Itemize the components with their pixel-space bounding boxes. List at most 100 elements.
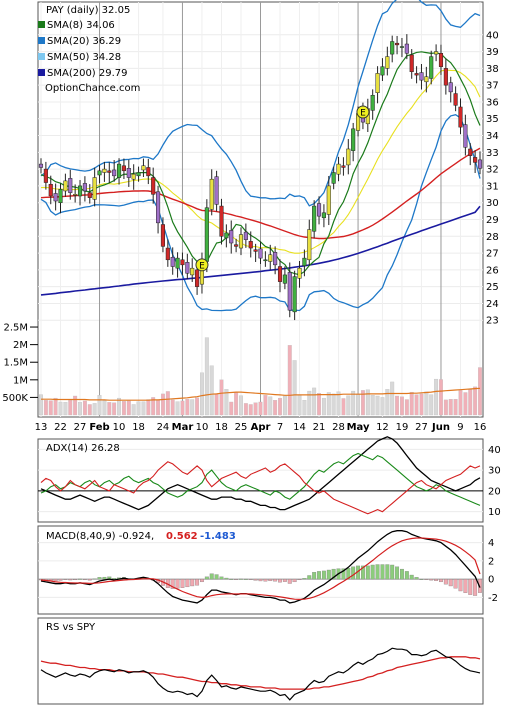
volume-bar [390, 381, 395, 416]
date-tick-label: 21 [313, 422, 326, 433]
volume-bar [370, 395, 375, 416]
price-axis: 40 39 38 37 36 35 34 33 32 31 30 29 28 27 26 25 24 23 [486, 30, 499, 326]
volume-bar [360, 390, 365, 416]
macd-histogram-bar [453, 578, 458, 589]
macd-histogram-bar [248, 578, 253, 580]
candle-body [229, 230, 234, 244]
macd-label-main: MACD(8,40,9) -0.924, [46, 531, 154, 542]
candle-body [473, 157, 478, 163]
macd-histogram-bar [370, 564, 375, 580]
candle-body [399, 46, 405, 48]
candle-body [121, 165, 126, 172]
candle-body [116, 163, 122, 178]
candle-body [38, 163, 44, 168]
macd-histogram-bar [278, 578, 282, 583]
candle-body [224, 232, 229, 239]
adx-label: ADX(14) 26.28 [46, 443, 120, 454]
macd-histogram-bar [200, 578, 204, 583]
date-tick-label: 22 [54, 422, 67, 433]
volume-bar [39, 394, 43, 416]
volume-bar [117, 397, 121, 416]
candle-body [302, 257, 307, 266]
macd-histogram-bar [414, 577, 419, 580]
candle-body [346, 148, 351, 166]
macd-histogram-bar [317, 571, 321, 580]
macd-histogram-bar [380, 564, 385, 580]
candle-body [82, 183, 87, 192]
candle-body [424, 76, 429, 83]
candle-body [73, 194, 78, 196]
volume-bar [195, 397, 200, 416]
macd-histogram-bar [439, 578, 443, 583]
candle-body [287, 272, 292, 311]
date-tick-label: 27 [74, 422, 87, 433]
macd-histogram-bar [58, 578, 63, 581]
date-tick-label: 19 [396, 422, 409, 433]
earnings-marker [195, 258, 209, 272]
volume-bar [463, 392, 468, 416]
volume-bar [126, 400, 131, 416]
candle-body [258, 248, 263, 259]
volume-bars [39, 337, 482, 416]
volume-bar [97, 395, 102, 416]
volume-bar [429, 394, 434, 416]
macd-histogram-bar [219, 576, 224, 580]
volume-tick-label: 1.5M [3, 358, 28, 369]
bollinger-lower-band [40, 114, 481, 312]
volume-bar [73, 395, 78, 416]
candle-body [292, 276, 297, 313]
candle-body [248, 241, 253, 249]
macd-histogram-bar [185, 578, 190, 588]
macd-histogram-bar [448, 578, 453, 587]
price-tick-label: 37 [486, 81, 499, 92]
price-tick-label: 30 [486, 198, 499, 209]
candle-body [170, 257, 175, 267]
volume-bar [312, 387, 317, 416]
candle-body [463, 124, 468, 148]
volume-bar [287, 345, 292, 416]
volume-bar [87, 404, 92, 416]
candle-body [238, 234, 244, 249]
volume-bar [385, 389, 390, 416]
macd-histogram-bar [102, 576, 107, 580]
candle-body [448, 82, 453, 93]
volume-bar [180, 400, 185, 416]
volume-bar [434, 378, 439, 416]
earnings-marker-label: E [360, 109, 366, 119]
macd-histogram-bar [53, 578, 58, 582]
volume-bar [48, 400, 53, 416]
macd-histogram-bar [209, 573, 214, 580]
volume-bar [185, 399, 190, 416]
candle-body [160, 224, 165, 247]
macd-histogram-bar [253, 578, 258, 581]
candle-body [341, 165, 346, 168]
macd-histogram-bar [346, 568, 351, 580]
volume-bar [365, 389, 370, 416]
volume-bar [409, 391, 414, 416]
date-tick-label: Feb [89, 422, 109, 433]
candle-body [48, 183, 53, 197]
sma200-line [40, 205, 481, 296]
legend-sma8: SMA(8) 34.06 [47, 20, 115, 31]
volume-bar [302, 400, 307, 416]
volume-bar [151, 397, 156, 416]
volume-bar [204, 337, 209, 416]
volume-bar [424, 391, 429, 416]
candle-body [97, 170, 102, 176]
volume-bar [156, 399, 161, 416]
volume-axis: 2.5M 2M 1.5M 1M 500K [2, 323, 38, 404]
volume-bar [419, 393, 424, 416]
price-tick-label: 39 [486, 47, 499, 58]
volume-bar [165, 391, 170, 416]
volume-bar [170, 399, 175, 416]
candle-body [477, 159, 483, 169]
macd-histogram-bar [351, 566, 356, 580]
price-tick-label: 33 [486, 148, 499, 159]
price-tick-label: 25 [486, 282, 499, 293]
candle-body [409, 54, 414, 72]
macd-histogram-bar [68, 578, 73, 581]
macd-tick-label: 4 [488, 538, 494, 549]
candle-body [443, 68, 448, 86]
date-tick-label: 10 [113, 422, 126, 433]
volume-bar [92, 403, 97, 416]
